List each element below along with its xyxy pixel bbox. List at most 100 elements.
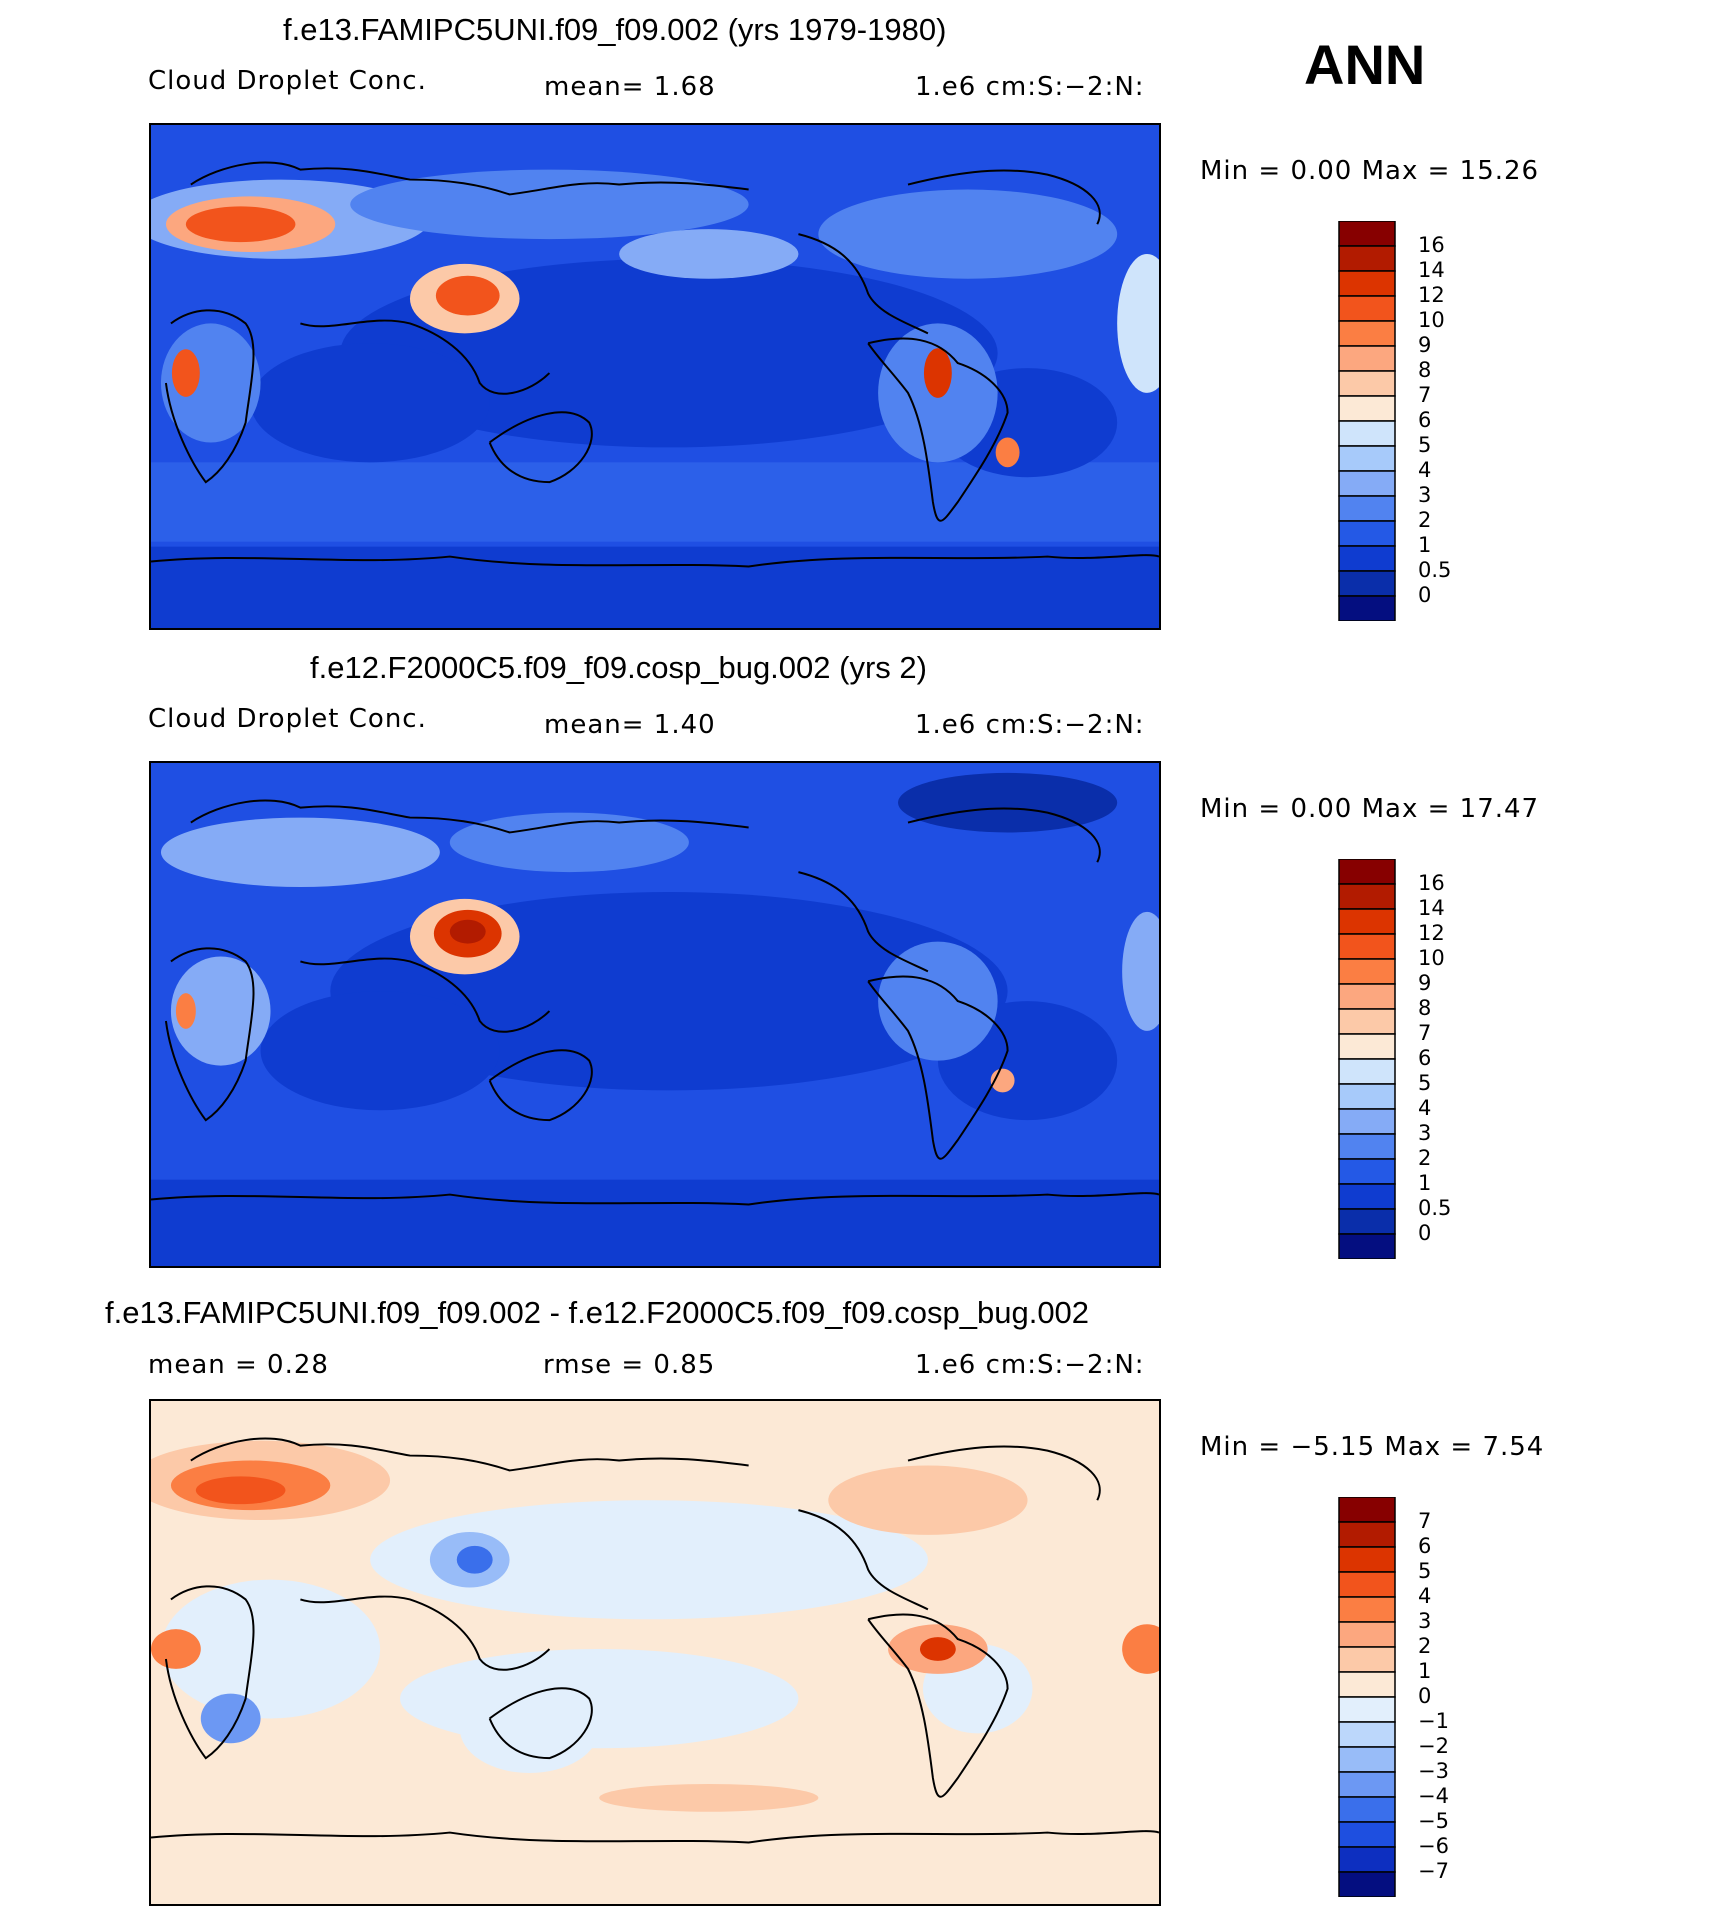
colorbar-swatch bbox=[1338, 1721, 1396, 1748]
panel-1-units: 1.e6 cm:S:−2:N: bbox=[915, 72, 1145, 102]
panel-3-colorbar bbox=[1338, 1497, 1396, 1897]
colorbar-swatch bbox=[1338, 1646, 1396, 1673]
colorbar-swatch bbox=[1338, 1696, 1396, 1723]
season-label: ANN bbox=[1304, 33, 1426, 96]
colorbar-tick-label: 12 bbox=[1418, 921, 1445, 945]
colorbar-tick-label: 14 bbox=[1418, 258, 1445, 282]
colorbar-tick-label: 0.5 bbox=[1418, 558, 1452, 582]
panel-3-minmax: Min = −5.15 Max = 7.54 bbox=[1200, 1432, 1545, 1462]
panel-1-colorbar bbox=[1338, 221, 1396, 621]
panel-1-variable: Cloud Droplet Conc. bbox=[148, 66, 427, 96]
colorbar-swatch bbox=[1338, 958, 1396, 985]
colorbar-tick-label: −2 bbox=[1418, 1734, 1449, 1758]
colorbar-swatch bbox=[1338, 908, 1396, 935]
colorbar-tick-label: −7 bbox=[1418, 1859, 1449, 1883]
colorbar-tick-label: 9 bbox=[1418, 971, 1432, 995]
colorbar-swatch bbox=[1338, 1746, 1396, 1773]
colorbar-swatch bbox=[1338, 983, 1396, 1010]
panel-3-mean: mean = 0.28 bbox=[148, 1350, 329, 1380]
colorbar-swatch bbox=[1338, 470, 1396, 497]
colorbar-swatch bbox=[1338, 1497, 1396, 1523]
colorbar-tick-label: −6 bbox=[1418, 1834, 1449, 1858]
colorbar-swatch bbox=[1338, 320, 1396, 347]
colorbar-swatch bbox=[1338, 1846, 1396, 1873]
colorbar-tick-label: −5 bbox=[1418, 1809, 1449, 1833]
colorbar-tick-label: −3 bbox=[1418, 1759, 1449, 1783]
colorbar-swatch bbox=[1338, 345, 1396, 372]
colorbar-swatch bbox=[1338, 1546, 1396, 1573]
colorbar-swatch bbox=[1338, 1183, 1396, 1210]
panel-1-map bbox=[149, 123, 1161, 630]
panel-2-title: f.e12.F2000C5.f09_f09.cosp_bug.002 (yrs … bbox=[310, 650, 927, 685]
colorbar-tick-label: 0 bbox=[1418, 583, 1432, 607]
colorbar-swatch bbox=[1338, 420, 1396, 447]
colorbar-tick-label: 1 bbox=[1418, 1659, 1432, 1683]
panel-2-map bbox=[149, 761, 1161, 1268]
colorbar-swatch bbox=[1338, 1083, 1396, 1110]
panel-1-title: f.e13.FAMIPC5UNI.f09_f09.002 (yrs 1979-1… bbox=[283, 12, 947, 47]
colorbar-swatch bbox=[1338, 1133, 1396, 1160]
colorbar-tick-label: 10 bbox=[1418, 308, 1445, 332]
colorbar-swatch bbox=[1338, 395, 1396, 422]
colorbar-swatch bbox=[1338, 1796, 1396, 1823]
colorbar-swatch bbox=[1338, 570, 1396, 597]
panel-1-colorbar-swatches bbox=[1338, 221, 1396, 621]
panel-2-field bbox=[151, 763, 1159, 1266]
panel-3-rmse: rmse = 0.85 bbox=[543, 1350, 716, 1380]
colorbar-tick-label: 5 bbox=[1418, 433, 1432, 457]
colorbar-tick-label: 16 bbox=[1418, 233, 1445, 257]
colorbar-tick-label: 2 bbox=[1418, 508, 1432, 532]
colorbar-tick-label: 8 bbox=[1418, 996, 1432, 1020]
colorbar-tick-label: −1 bbox=[1418, 1709, 1449, 1733]
panel-3-colorbar-swatches bbox=[1338, 1497, 1396, 1897]
colorbar-tick-label: 3 bbox=[1418, 483, 1432, 507]
panel-2-units: 1.e6 cm:S:−2:N: bbox=[915, 710, 1145, 740]
colorbar-swatch bbox=[1338, 595, 1396, 621]
colorbar-swatch bbox=[1338, 933, 1396, 960]
colorbar-swatch bbox=[1338, 370, 1396, 397]
colorbar-swatch bbox=[1338, 1208, 1396, 1235]
colorbar-swatch bbox=[1338, 295, 1396, 322]
panel-2-colorbar bbox=[1338, 859, 1396, 1259]
colorbar-swatch bbox=[1338, 1108, 1396, 1135]
colorbar-tick-label: 5 bbox=[1418, 1071, 1432, 1095]
colorbar-swatch bbox=[1338, 1233, 1396, 1259]
colorbar-swatch bbox=[1338, 859, 1396, 885]
colorbar-tick-label: 5 bbox=[1418, 1559, 1432, 1583]
panel-2-variable: Cloud Droplet Conc. bbox=[148, 704, 427, 734]
colorbar-tick-label: 6 bbox=[1418, 1046, 1432, 1070]
colorbar-tick-label: 7 bbox=[1418, 1021, 1432, 1045]
colorbar-swatch bbox=[1338, 545, 1396, 572]
panel-1-minmax: Min = 0.00 Max = 15.26 bbox=[1200, 156, 1540, 186]
colorbar-tick-label: 7 bbox=[1418, 383, 1432, 407]
colorbar-swatch bbox=[1338, 1158, 1396, 1185]
colorbar-swatch bbox=[1338, 495, 1396, 522]
colorbar-swatch bbox=[1338, 1033, 1396, 1060]
panel-1-field bbox=[151, 125, 1159, 628]
colorbar-swatch bbox=[1338, 245, 1396, 272]
colorbar-tick-label: 4 bbox=[1418, 458, 1432, 482]
colorbar-swatch bbox=[1338, 270, 1396, 297]
colorbar-swatch bbox=[1338, 1671, 1396, 1698]
panel-3-units: 1.e6 cm:S:−2:N: bbox=[915, 1350, 1145, 1380]
colorbar-tick-label: 4 bbox=[1418, 1584, 1432, 1608]
colorbar-swatch bbox=[1338, 1008, 1396, 1035]
panel-2-mean: mean= 1.40 bbox=[544, 710, 716, 740]
colorbar-tick-label: 10 bbox=[1418, 946, 1445, 970]
colorbar-tick-label: 1 bbox=[1418, 1171, 1432, 1195]
colorbar-tick-label: 3 bbox=[1418, 1121, 1432, 1145]
colorbar-swatch bbox=[1338, 221, 1396, 247]
colorbar-tick-label: 8 bbox=[1418, 358, 1432, 382]
colorbar-tick-label: 14 bbox=[1418, 896, 1445, 920]
colorbar-tick-label: 9 bbox=[1418, 333, 1432, 357]
colorbar-tick-label: 1 bbox=[1418, 533, 1432, 557]
colorbar-swatch bbox=[1338, 1596, 1396, 1623]
colorbar-swatch bbox=[1338, 1621, 1396, 1648]
colorbar-swatch bbox=[1338, 1771, 1396, 1798]
panel-2-colorbar-swatches bbox=[1338, 859, 1396, 1259]
colorbar-swatch bbox=[1338, 1571, 1396, 1598]
colorbar-tick-label: 3 bbox=[1418, 1609, 1432, 1633]
panel-3-field bbox=[151, 1401, 1159, 1904]
colorbar-tick-label: 4 bbox=[1418, 1096, 1432, 1120]
colorbar-tick-label: 0 bbox=[1418, 1221, 1432, 1245]
